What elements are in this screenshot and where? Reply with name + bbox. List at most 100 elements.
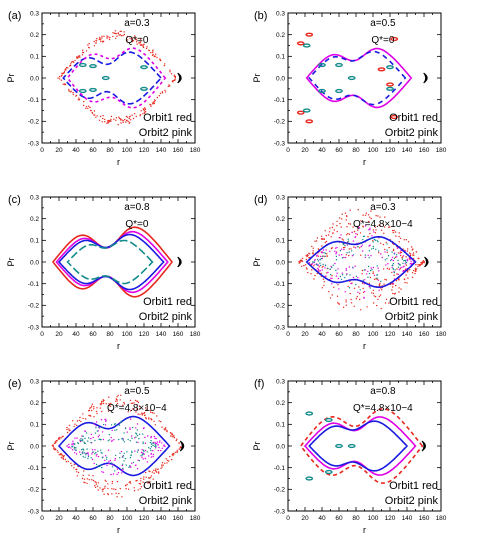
orbit-point xyxy=(139,483,142,485)
orbit-point xyxy=(72,60,74,63)
orbit-point xyxy=(348,251,350,253)
orbit-point xyxy=(68,443,70,446)
orbit-point xyxy=(342,243,345,246)
orbit-point xyxy=(57,77,59,79)
orbit-point xyxy=(334,262,336,265)
orbit-point xyxy=(161,91,163,93)
orbit-point xyxy=(356,296,358,298)
orbit-point xyxy=(76,424,78,427)
orbit-point xyxy=(364,256,367,259)
orbit-point xyxy=(383,226,386,228)
island-mark xyxy=(296,41,305,46)
orbit-point xyxy=(396,268,398,270)
y-tick-label: 0.1 xyxy=(276,422,285,429)
orbit-point xyxy=(398,269,400,271)
orbit-point xyxy=(372,247,375,250)
orbit-point xyxy=(147,435,149,437)
island-mark xyxy=(390,114,399,120)
orbit-point xyxy=(99,37,101,40)
orbit-point xyxy=(145,409,147,411)
orbit-point xyxy=(138,460,141,462)
y-tick-label: -0.1 xyxy=(274,281,286,288)
series-blue xyxy=(308,50,407,106)
orbit-point xyxy=(172,81,174,83)
orbit-point xyxy=(348,233,351,235)
orbit-point xyxy=(385,279,388,281)
orbit-point xyxy=(119,30,121,33)
orbit-point xyxy=(345,215,348,217)
orbit-point xyxy=(74,437,76,439)
crescent-mark xyxy=(424,256,429,268)
series-red xyxy=(51,226,173,298)
orbit-point xyxy=(134,35,136,37)
orbit-point xyxy=(95,483,98,485)
orbit-point xyxy=(96,412,98,415)
orbit-point xyxy=(149,441,152,444)
orbit-point xyxy=(169,85,171,87)
orbit-point xyxy=(331,247,333,249)
orbit-point xyxy=(310,263,312,265)
orbit-point xyxy=(334,247,337,249)
orbit-point xyxy=(73,425,75,428)
orbit-point xyxy=(368,282,371,284)
orbit-point xyxy=(174,75,176,78)
orbit-point xyxy=(349,274,351,276)
orbit-point xyxy=(143,476,145,478)
orbit-point xyxy=(141,456,143,458)
orbit-point xyxy=(405,256,407,258)
orbit-point xyxy=(377,279,380,281)
orbit-point xyxy=(157,444,159,446)
x-tick-label: 60 xyxy=(335,515,343,522)
orbit-point xyxy=(359,247,361,249)
y-tick-label: -0.1 xyxy=(28,281,40,288)
orbit-point xyxy=(150,475,153,477)
orbit-point xyxy=(101,471,103,473)
orbit-point xyxy=(308,262,311,264)
orbit-point xyxy=(136,451,139,453)
orbit-point xyxy=(329,297,332,299)
orbit-point xyxy=(144,414,146,416)
orbit-point xyxy=(93,416,95,418)
orbit-point xyxy=(140,455,142,457)
orbit-point xyxy=(316,258,319,261)
orbit-point xyxy=(122,467,124,470)
orbit-point xyxy=(353,230,356,233)
orbit-point xyxy=(169,71,171,73)
orbit-point xyxy=(314,263,316,266)
orbit-point xyxy=(154,444,156,446)
orbit-point xyxy=(71,449,74,451)
orbit-point xyxy=(137,441,139,444)
orbit-point xyxy=(154,441,156,444)
orbit-point xyxy=(347,238,349,240)
orbit-point xyxy=(153,472,155,474)
orbit-point xyxy=(138,438,140,440)
legend-entry: Orbit1 red xyxy=(389,296,438,308)
orbit-point xyxy=(111,482,113,485)
orbit-point xyxy=(108,462,110,465)
orbit-point xyxy=(110,120,112,122)
orbit-point xyxy=(59,436,61,439)
orbit-point xyxy=(87,107,89,110)
orbit-point xyxy=(407,271,409,273)
island-mark xyxy=(335,88,343,94)
orbit-point xyxy=(306,268,308,270)
orbit-point xyxy=(305,258,307,261)
orbit-point xyxy=(57,451,59,454)
orbit-point xyxy=(416,268,418,270)
orbit-point xyxy=(340,234,342,236)
orbit-point xyxy=(160,420,162,423)
orbit-point xyxy=(147,481,149,483)
orbit-point xyxy=(116,429,118,431)
x-axis-label: r xyxy=(363,525,366,535)
orbit-point xyxy=(121,496,123,498)
orbit-point xyxy=(178,442,180,444)
orbit-point xyxy=(153,420,155,423)
orbit-point xyxy=(363,296,365,299)
orbit-point xyxy=(139,114,142,116)
orbit-point xyxy=(108,439,111,441)
orbit-point xyxy=(131,451,133,454)
orbit-point xyxy=(118,438,120,441)
orbit-point xyxy=(135,38,137,40)
x-tick-label: 120 xyxy=(139,147,150,154)
orbit-point xyxy=(326,255,329,257)
